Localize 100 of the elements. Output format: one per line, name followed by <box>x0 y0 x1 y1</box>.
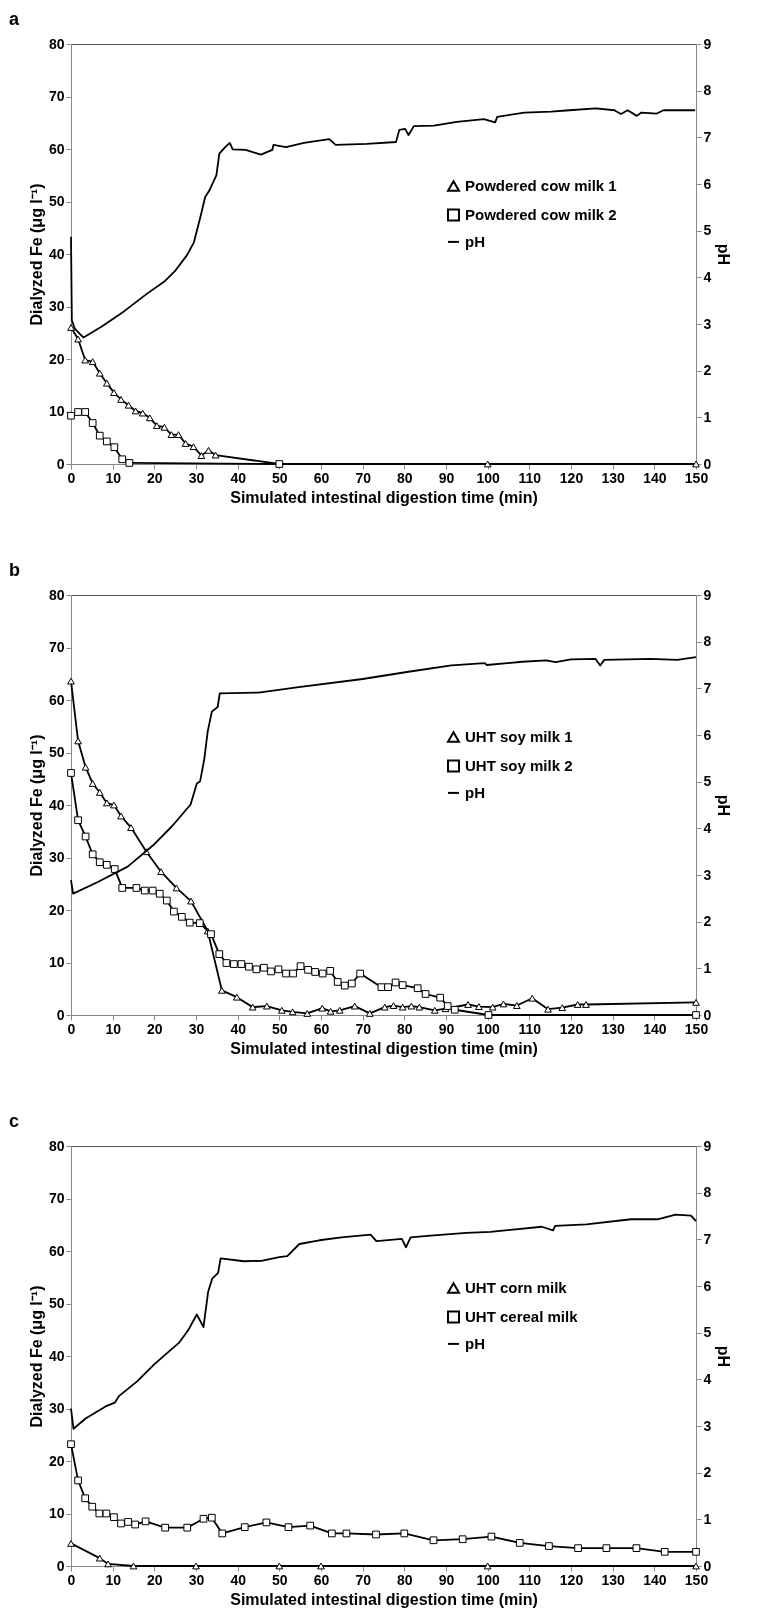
x-axis-title: Simulated intestinal digestion time (min) <box>230 488 538 506</box>
y2-tick-label: 3 <box>703 866 712 883</box>
legend-label: UHT soy milk 1 <box>465 727 573 745</box>
y2-tick-label: 9 <box>703 35 712 52</box>
legend-label: pH <box>465 232 485 250</box>
x-tick-label: 130 <box>601 469 626 486</box>
x-tick-label: 150 <box>684 1571 709 1588</box>
x-tick-label: 50 <box>272 1571 288 1588</box>
y2-tick-label: 6 <box>703 175 712 192</box>
y-tick-label: 0 <box>56 1006 65 1023</box>
x-tick-label: 20 <box>147 1020 163 1037</box>
y2-tick-label: 7 <box>703 128 712 145</box>
y-tick-label: 60 <box>48 1242 65 1259</box>
x-tick-label: 0 <box>67 1020 76 1037</box>
x-axis-title: Simulated intestinal digestion time (min) <box>230 1590 538 1608</box>
y-tick-label: 50 <box>48 193 65 209</box>
x-tick-label: 50 <box>272 469 288 486</box>
y-tick-label: 30 <box>48 298 65 314</box>
y2-tick-label: 3 <box>703 315 712 332</box>
y-axis-title: Dialyzed Fe (μg l⁻¹) <box>27 734 45 877</box>
y2-axis-title: pH <box>715 243 733 266</box>
y2-tick-label: 4 <box>703 268 712 285</box>
y-tick-label: 0 <box>56 455 65 472</box>
y2-tick-label: 7 <box>703 1230 712 1247</box>
y2-tick-label: 2 <box>703 362 712 379</box>
x-tick-label: 140 <box>643 469 667 486</box>
y2-axis-title: pH <box>715 1345 733 1368</box>
x-tick-label: 40 <box>230 1020 247 1037</box>
y2-tick-label: 5 <box>703 773 712 790</box>
y2-tick-label: 4 <box>703 819 712 836</box>
y2-tick-label: 1 <box>703 408 712 425</box>
chart-title: a <box>9 9 20 29</box>
x-tick-label: 90 <box>438 1571 455 1588</box>
y2-tick-label: 4 <box>703 1370 712 1387</box>
y2-tick-label: 0 <box>703 455 712 472</box>
y2-tick-label: 8 <box>703 1184 712 1201</box>
y2-tick-label: 6 <box>703 726 712 743</box>
x-tick-label: 10 <box>105 1571 122 1588</box>
y2-tick-label: 1 <box>703 959 712 976</box>
x-axis-title: Simulated intestinal digestion time (min) <box>230 1039 538 1057</box>
y-tick-label: 60 <box>48 140 65 157</box>
y-tick-label: 70 <box>48 1190 65 1206</box>
y2-axis-title: pH <box>715 794 733 817</box>
y-tick-label: 20 <box>48 350 65 367</box>
x-tick-label: 0 <box>67 1571 76 1588</box>
y2-tick-label: 9 <box>703 1137 712 1154</box>
x-tick-label: 150 <box>684 1020 709 1037</box>
y-tick-label: 80 <box>48 586 65 603</box>
x-tick-label: 110 <box>518 469 542 486</box>
y-tick-label: 60 <box>48 691 65 708</box>
y-tick-label: 10 <box>48 1505 65 1521</box>
y-tick-label: 10 <box>48 403 65 419</box>
y2-tick-label: 2 <box>703 1464 712 1481</box>
y-tick-label: 30 <box>48 1400 65 1416</box>
y2-tick-label: 5 <box>703 222 712 239</box>
y-tick-label: 80 <box>48 35 65 52</box>
y2-tick-label: 7 <box>703 679 712 696</box>
x-tick-label: 30 <box>188 1020 205 1037</box>
y2-tick-label: 0 <box>703 1006 712 1023</box>
y-tick-label: 70 <box>48 88 65 104</box>
y-tick-label: 40 <box>48 1347 65 1364</box>
y2-tick-label: 6 <box>703 1277 712 1294</box>
x-tick-label: 60 <box>313 469 330 486</box>
y-axis-title: Dialyzed Fe (μg l⁻¹) <box>27 183 45 326</box>
x-tick-label: 90 <box>438 469 455 486</box>
x-tick-label: 30 <box>188 469 205 486</box>
x-tick-label: 50 <box>272 1020 288 1037</box>
x-tick-label: 90 <box>438 1020 455 1037</box>
chart-title: c <box>9 1111 20 1131</box>
x-tick-label: 110 <box>518 1020 542 1037</box>
x-tick-label: 110 <box>518 1571 542 1588</box>
y2-tick-label: 3 <box>703 1417 712 1434</box>
y-tick-label: 20 <box>48 1452 65 1469</box>
x-tick-label: 30 <box>188 1571 205 1588</box>
x-tick-label: 130 <box>601 1571 626 1588</box>
legend-label: Powdered cow milk 2 <box>465 205 617 223</box>
x-tick-label: 10 <box>105 469 122 486</box>
legend-label: Powdered cow milk 1 <box>465 176 617 194</box>
x-tick-label: 100 <box>476 1571 501 1588</box>
y-tick-label: 0 <box>56 1557 65 1574</box>
x-tick-label: 100 <box>476 1020 501 1037</box>
x-tick-label: 140 <box>643 1571 667 1588</box>
x-tick-label: 100 <box>476 469 501 486</box>
y2-tick-label: 9 <box>703 586 712 603</box>
x-tick-label: 120 <box>559 469 584 486</box>
y-tick-label: 20 <box>48 901 65 918</box>
x-tick-label: 70 <box>355 469 372 486</box>
y2-tick-label: 5 <box>703 1324 712 1341</box>
y2-tick-label: 8 <box>703 633 712 650</box>
y2-tick-label: 1 <box>703 1510 712 1527</box>
y-tick-label: 10 <box>48 954 65 970</box>
y-tick-label: 50 <box>48 1295 65 1311</box>
y-tick-label: 80 <box>48 1137 65 1154</box>
legend-label: UHT corn milk <box>465 1278 568 1296</box>
legend-label: pH <box>465 783 485 801</box>
legend-label: pH <box>465 1334 485 1352</box>
x-tick-label: 60 <box>313 1020 330 1037</box>
x-tick-label: 80 <box>397 469 413 486</box>
x-tick-label: 80 <box>397 1571 413 1588</box>
y-tick-label: 30 <box>48 849 65 865</box>
